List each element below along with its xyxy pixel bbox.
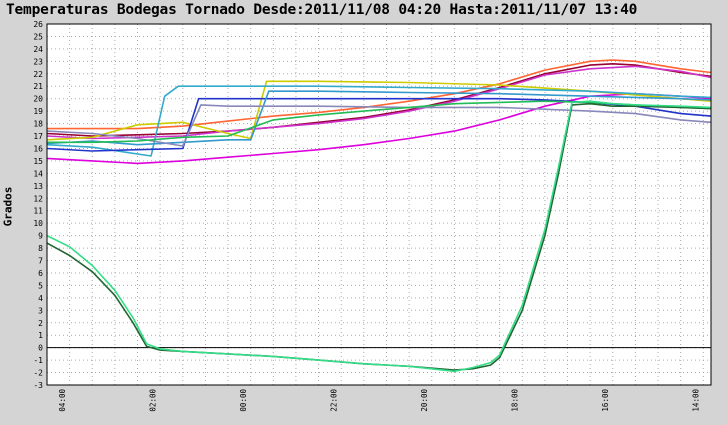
y-tick-label: 2 [38, 319, 43, 328]
x-tick-label: 04:00 [58, 389, 67, 412]
plot-border [46, 23, 712, 386]
y-tick-labels: -3-2-10123456789101112131415161718192021… [33, 20, 43, 390]
y-tick-label: 19 [33, 107, 43, 116]
y-tick-label: 26 [33, 20, 43, 29]
series-group [46, 59, 712, 373]
y-tick-label: 25 [33, 32, 43, 41]
series-line-5 [46, 80, 712, 141]
y-tick-label: 23 [33, 57, 43, 66]
y-tick-label: 17 [33, 132, 43, 141]
y-tick-label: 12 [33, 194, 43, 203]
x-tick-label: 16:00 [601, 389, 610, 412]
x-tick-label: 14:00 [692, 389, 701, 412]
y-tick-label: 7 [38, 257, 43, 266]
y-tick-label: 6 [38, 269, 43, 278]
y-tick-label: 22 [33, 70, 43, 79]
y-tick-label: 5 [38, 281, 43, 290]
y-tick-label: -3 [33, 381, 43, 390]
y-tick-label: 24 [33, 45, 43, 54]
y-tick-label: 16 [33, 144, 43, 153]
y-tick-label: 20 [33, 95, 43, 104]
y-tick-label: -1 [33, 356, 43, 365]
y-tick-label: 0 [38, 344, 43, 353]
series-line-4 [46, 92, 712, 165]
series-line-2 [46, 62, 712, 137]
y-tick-label: 8 [38, 244, 43, 253]
series-line-1 [47, 59, 712, 130]
x-tick-label: 22:00 [330, 389, 339, 412]
x-tick-label: 02:00 [148, 389, 157, 412]
series-line-6 [46, 85, 712, 157]
y-tick-label: 21 [33, 82, 43, 91]
y-tick-label: 9 [38, 232, 43, 241]
series-line-8 [46, 90, 712, 146]
y-tick-label: 1 [38, 331, 43, 340]
y-tick-label: 14 [33, 169, 43, 178]
y-tick-label: -2 [33, 369, 43, 378]
chart-title: Temperaturas Bodegas Tornado Desde:2011/… [6, 2, 638, 18]
y-tick-label: 10 [33, 219, 43, 228]
y-tick-label: 3 [38, 306, 43, 315]
series-line-12 [46, 100, 712, 373]
x-tick-label: 18:00 [511, 389, 520, 412]
y-tick-label: 4 [38, 294, 43, 303]
x-tick-label: 00:00 [239, 389, 248, 412]
series-line-9 [46, 104, 712, 147]
y-tick-label: 11 [33, 207, 43, 216]
x-tick-label: 20:00 [420, 389, 429, 412]
y-tick-label: 13 [33, 182, 43, 191]
y-tick-label: 15 [33, 157, 43, 166]
series-line-3 [46, 65, 712, 140]
x-tick-labels: 04:00 02:00 00:00 22:00 20:00 18:00 16:00 14:00 [58, 389, 701, 412]
plot-area [47, 24, 711, 385]
y-tick-label: 18 [33, 120, 43, 129]
